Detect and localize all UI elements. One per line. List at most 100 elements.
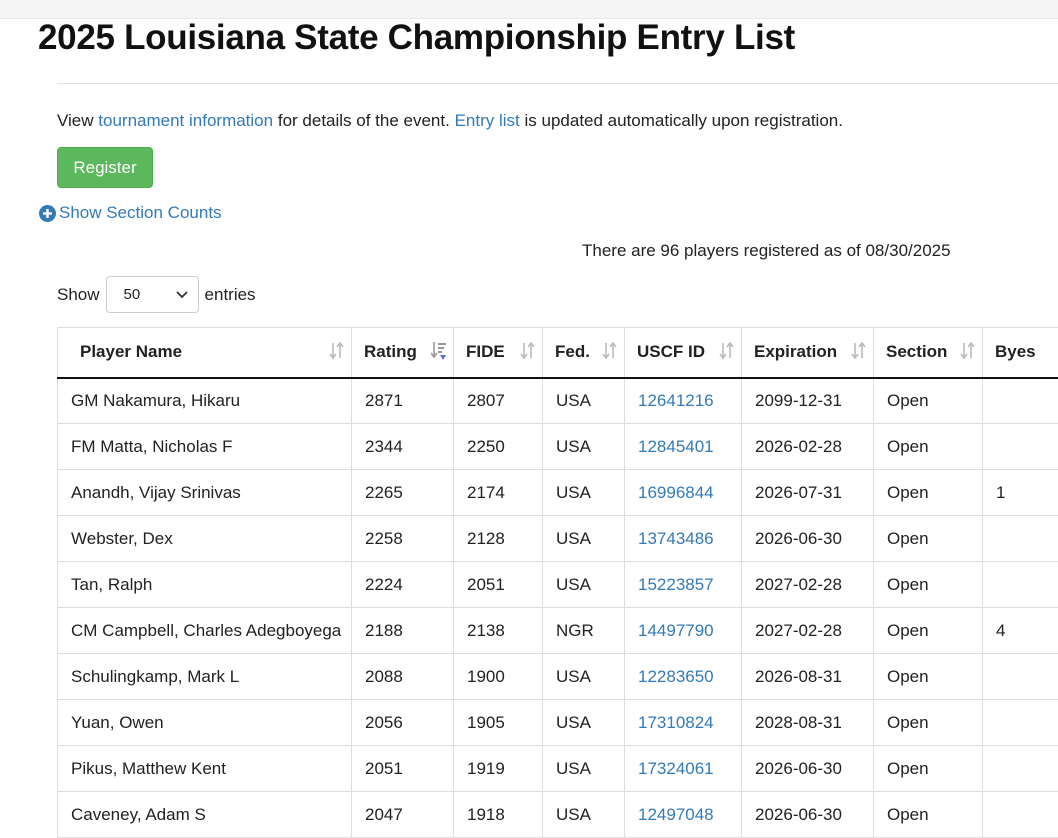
table-cell: 2344 (352, 424, 454, 470)
uscf-id-link[interactable]: 12845401 (638, 437, 714, 456)
table-cell: USA (543, 654, 625, 700)
table-cell: USA (543, 424, 625, 470)
cell-text: 2056 (365, 713, 403, 732)
column-header[interactable]: Expiration (742, 328, 874, 378)
header-label[interactable]: Rating (364, 342, 417, 361)
length-select[interactable]: 50 (106, 276, 199, 313)
table-cell: 2026-06-30 (742, 516, 874, 562)
table-cell: Open (874, 470, 983, 516)
table-cell: 17324061 (625, 746, 742, 792)
cell-text: 1918 (467, 805, 505, 824)
cell-text: 2028-08-31 (755, 713, 842, 732)
table-cell: 2265 (352, 470, 454, 516)
column-header[interactable]: Player Name (58, 328, 352, 378)
cell-text: Open (887, 713, 929, 732)
cell-text: 1 (996, 483, 1005, 502)
register-button[interactable]: Register (57, 147, 153, 188)
sort-icon (719, 340, 735, 362)
uscf-id-link[interactable]: 13743486 (638, 529, 714, 548)
entry-list-link[interactable]: Entry list (455, 111, 520, 130)
table-cell: 12845401 (625, 424, 742, 470)
table-cell (983, 700, 1058, 746)
intro-text: View (57, 111, 94, 130)
cell-text: USA (556, 437, 591, 456)
table-cell: 2807 (454, 378, 543, 424)
table-cell: 15223857 (625, 562, 742, 608)
cell-text: Schulingkamp, Mark L (71, 667, 239, 686)
table-cell: CM Campbell, Charles Adegboyega (58, 608, 352, 654)
header-label[interactable]: FIDE (466, 342, 505, 361)
chevron (176, 291, 188, 299)
toggle-label[interactable]: Show Section Counts (59, 203, 222, 223)
cell-text: 2138 (467, 621, 505, 640)
cell-text: 1900 (467, 667, 505, 686)
table-cell: 2026-06-30 (742, 746, 874, 792)
cell-text: USA (556, 713, 591, 732)
uscf-id-link[interactable]: 15223857 (638, 575, 714, 594)
header-label[interactable]: Player Name (80, 342, 182, 361)
table-cell (983, 378, 1058, 424)
table-cell: Open (874, 746, 983, 792)
cell-text: 2224 (365, 575, 403, 594)
table-cell (983, 516, 1058, 562)
uscf-id-link[interactable]: 12641216 (638, 391, 714, 410)
column-header[interactable]: Byes (983, 328, 1058, 378)
uscf-id-link[interactable]: 17324061 (638, 759, 714, 778)
header-label[interactable]: Fed. (555, 342, 590, 361)
column-header[interactable]: FIDE (454, 328, 543, 378)
sort-icon (431, 340, 447, 362)
length-value: 50 (124, 286, 141, 303)
uscf-id-link[interactable]: 12283650 (638, 667, 714, 686)
cell-text: FM Matta, Nicholas F (71, 437, 233, 456)
uscf-id-link[interactable]: 12497048 (638, 805, 714, 824)
cell-text: 2258 (365, 529, 403, 548)
uscf-id-link[interactable]: 16996844 (638, 483, 714, 502)
column-header[interactable]: Rating (352, 328, 454, 378)
header-row: Player Name Rating FIDE Fed. USCF ID Expirati… (58, 328, 1058, 378)
table-cell (983, 654, 1058, 700)
tournament-info-link[interactable]: tournament information (98, 111, 273, 130)
cell-text: 2250 (467, 437, 505, 456)
divider (57, 83, 1058, 84)
table-cell: USA (543, 470, 625, 516)
table-cell: Caveney, Adam S (58, 792, 352, 838)
header-label[interactable]: USCF ID (637, 342, 705, 361)
table-cell: Tan, Ralph (58, 562, 352, 608)
table-cell: 2051 (454, 562, 543, 608)
table-cell: 2250 (454, 424, 543, 470)
table-cell: USA (543, 792, 625, 838)
cell-text: 2026-02-28 (755, 437, 842, 456)
column-header[interactable]: Section (874, 328, 983, 378)
column-header[interactable]: Fed. (543, 328, 625, 378)
table-cell: 12641216 (625, 378, 742, 424)
table-cell (983, 746, 1058, 792)
cell-text: CM Campbell, Charles Adegboyega (71, 621, 341, 640)
table-cell: Open (874, 792, 983, 838)
cell-text: 1905 (467, 713, 505, 732)
sort-icon (960, 340, 976, 362)
header-label[interactable]: Section (886, 342, 947, 361)
table-cell: Open (874, 608, 983, 654)
column-header[interactable]: USCF ID (625, 328, 742, 378)
intro-text: for details of the event. (278, 111, 450, 130)
uscf-id-link[interactable]: 14497790 (638, 621, 714, 640)
table-cell: 17310824 (625, 700, 742, 746)
cell-text: Pikus, Matthew Kent (71, 759, 226, 778)
table-cell: GM Nakamura, Hikaru (58, 378, 352, 424)
sort-icon (851, 340, 867, 362)
table-cell: Open (874, 700, 983, 746)
header-label[interactable]: Expiration (754, 342, 837, 361)
cell-text: 2027-02-28 (755, 575, 842, 594)
header-label[interactable]: Byes (995, 342, 1036, 361)
uscf-id-link[interactable]: 17310824 (638, 713, 714, 732)
cell-text: 2174 (467, 483, 505, 502)
entry-table: Player Name Rating FIDE Fed. USCF ID Expirati… (57, 327, 1058, 838)
table-cell: 1 (983, 470, 1058, 516)
cell-text: Tan, Ralph (71, 575, 152, 594)
section-counts-toggle[interactable]: Show Section Counts (39, 203, 222, 223)
cell-text: 2344 (365, 437, 403, 456)
